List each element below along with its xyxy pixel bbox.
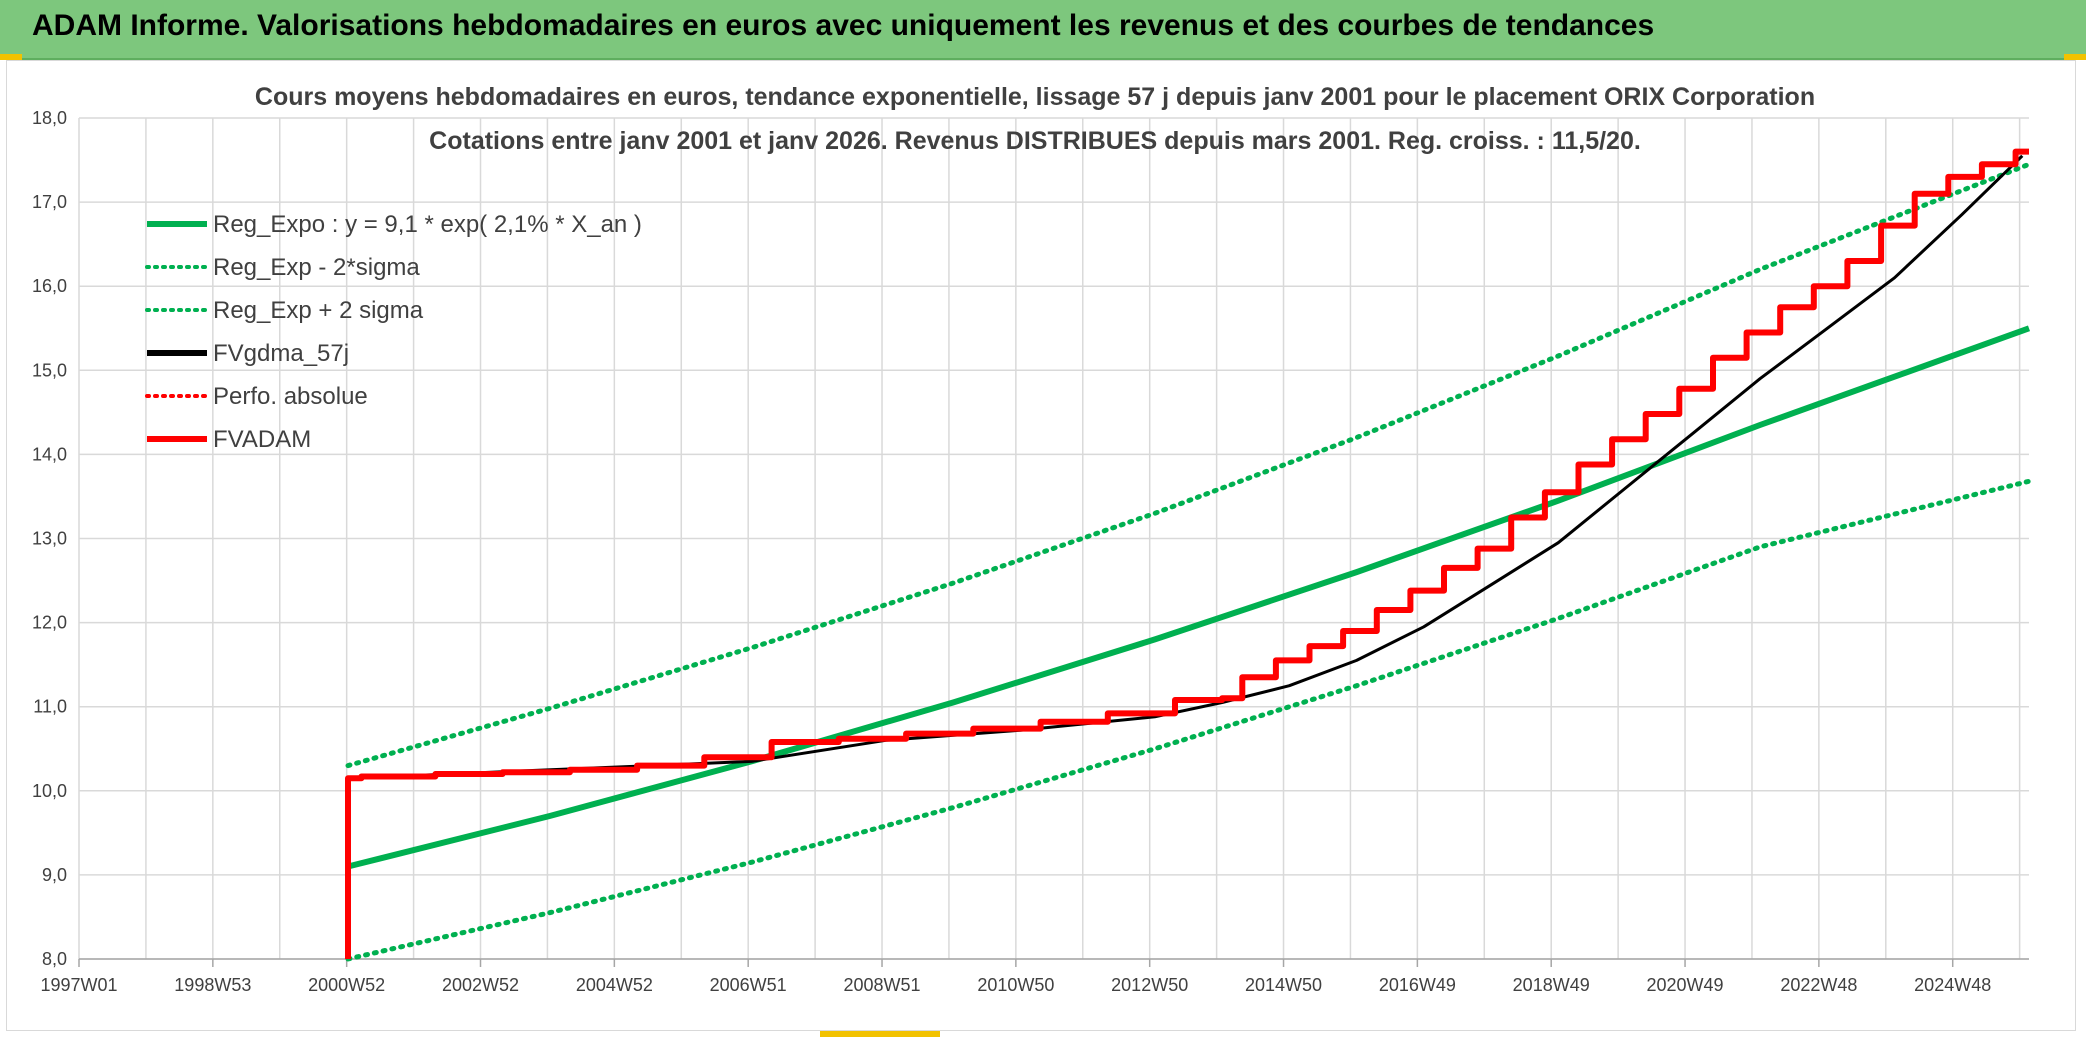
chart-subtitle: Cotations entre janv 2001 et janv 2026. … xyxy=(429,127,1641,155)
x-tick-label: 2010W50 xyxy=(977,975,1054,995)
axes: 8,0 9,0 10,0 11,0 12,0 13,0 14,0 15,0 16,0 17,0 18… xyxy=(32,108,2029,995)
legend-label: Perfo. absolue xyxy=(213,383,368,410)
corner-accent-right xyxy=(2064,54,2086,60)
legend-label: Reg_Exp - 2*sigma xyxy=(213,254,420,281)
line-chart: 8,0 9,0 10,0 11,0 12,0 13,0 14,0 15,0 16,0 17,0 18… xyxy=(32,83,2032,995)
x-tick-label: 2020W49 xyxy=(1647,975,1724,995)
legend-label: FVADAM xyxy=(213,426,311,453)
legend: Reg_Expo : y = 9,1 * exp( 2,1% * X_an ) R… xyxy=(145,211,642,453)
report-header: ADAM Informe. Valorisations hebdomadaire… xyxy=(0,0,2086,60)
y-tick-label: 18,0 xyxy=(32,108,67,128)
y-tick-label: 10,0 xyxy=(32,781,67,801)
x-tick-label: 2014W50 xyxy=(1245,975,1322,995)
x-tick-label: 2006W51 xyxy=(710,975,787,995)
bottom-accent xyxy=(820,1031,940,1037)
x-tick-label: 2012W50 xyxy=(1111,975,1188,995)
legend-label: Reg_Expo : y = 9,1 * exp( 2,1% * X_an ) xyxy=(213,211,642,238)
y-tick-label: 9,0 xyxy=(42,865,67,885)
series-line-0 xyxy=(347,325,2031,870)
series-line-3 xyxy=(347,154,2024,780)
chart-title: Cours moyens hebdomadaires en euros, ten… xyxy=(255,83,1815,111)
y-tick-label: 12,0 xyxy=(32,613,67,633)
legend-label: FVgdma_57j xyxy=(213,340,349,367)
x-tick-label: 2022W48 xyxy=(1780,975,1857,995)
chart-frame: 8,0 9,0 10,0 11,0 12,0 13,0 14,0 15,0 16,0 17,0 18… xyxy=(6,60,2076,1031)
x-tick-label: 1998W53 xyxy=(174,975,251,995)
legend-label: Reg_Exp + 2 sigma xyxy=(213,297,424,324)
y-tick-label: 14,0 xyxy=(32,444,67,464)
report-title: ADAM Informe. Valorisations hebdomadaire… xyxy=(32,9,1655,42)
x-tick-label: 2000W52 xyxy=(308,975,385,995)
x-tick-label: 2016W49 xyxy=(1379,975,1456,995)
series-line-2 xyxy=(345,161,2032,769)
x-tick-label: 2004W52 xyxy=(576,975,653,995)
y-tick-label: 8,0 xyxy=(42,949,67,969)
y-tick-label: 13,0 xyxy=(32,529,67,549)
x-tick-label: 2024W48 xyxy=(1914,975,1991,995)
series-line-5 xyxy=(345,148,2029,959)
x-tick-label: 2008W51 xyxy=(843,975,920,995)
x-tick-label: 2018W49 xyxy=(1513,975,1590,995)
y-tick-label: 11,0 xyxy=(33,697,67,717)
y-tick-label: 15,0 xyxy=(32,360,67,380)
grid xyxy=(78,117,2029,960)
x-tick-label: 2002W52 xyxy=(442,975,519,995)
series-line-1 xyxy=(345,478,2032,962)
corner-accent-left xyxy=(0,54,22,60)
y-tick-label: 16,0 xyxy=(32,276,67,296)
x-tick-label: 1997W01 xyxy=(40,975,117,995)
series xyxy=(345,148,2032,962)
y-tick-label: 17,0 xyxy=(32,192,67,212)
